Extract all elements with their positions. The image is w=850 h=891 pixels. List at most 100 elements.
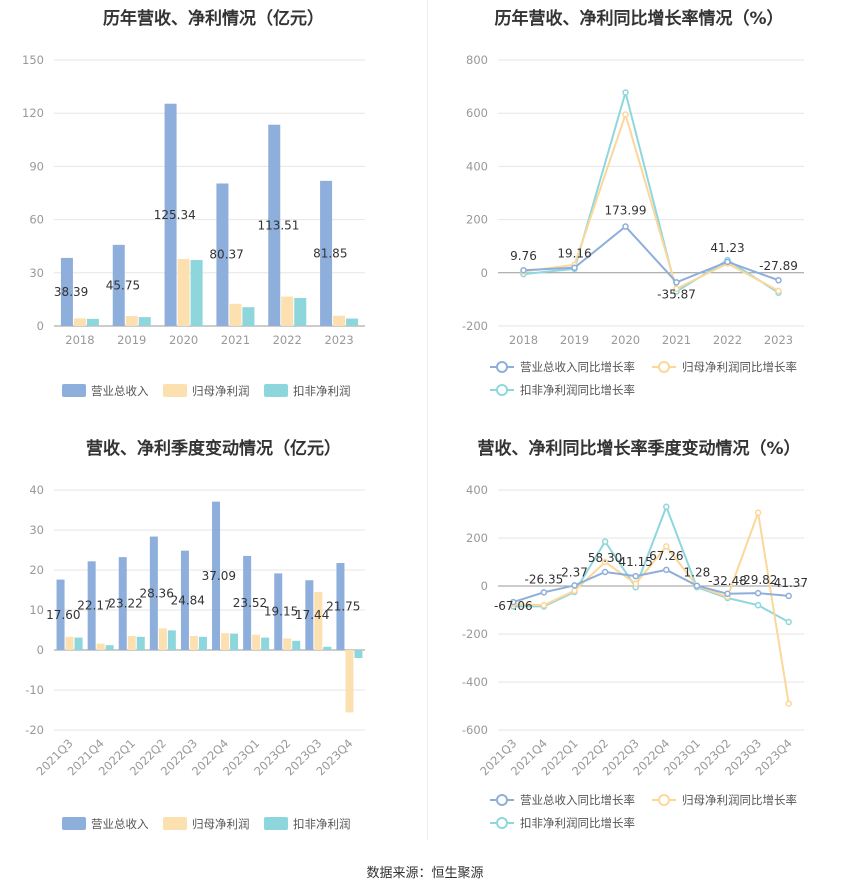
- chart-title: 历年营收、净利同比增长率情况（%）: [494, 9, 784, 29]
- y-tick-label: 200: [466, 213, 488, 227]
- data-point: [785, 618, 792, 626]
- bar: [86, 318, 99, 326]
- bar: [105, 645, 114, 650]
- legend-label: 扣非净利润同比增长率: [520, 383, 635, 397]
- legend-label: 营业总收入: [91, 817, 149, 831]
- data-label: 81.85: [313, 246, 347, 260]
- data-point: [724, 590, 731, 598]
- bar: [74, 637, 83, 650]
- legend-marker: [496, 794, 508, 806]
- data-point: [724, 258, 731, 266]
- y-tick-label: 40: [29, 483, 44, 497]
- legend-label: 归母净利润: [192, 384, 250, 398]
- data-label: 37.09: [202, 569, 236, 583]
- data-point: [663, 566, 670, 574]
- bar: [190, 260, 203, 326]
- data-label: -67.06: [494, 599, 533, 613]
- legend-label: 扣非净利润: [293, 384, 351, 398]
- bar: [346, 318, 359, 326]
- annual-bar-chart: 0 30 60 90 120 150 38.39 45.75 125.34 80.37 113.51…: [22, 53, 365, 398]
- data-label: -27.89: [759, 259, 798, 273]
- data-label: 23.22: [108, 597, 142, 611]
- legend-marker: [658, 794, 670, 806]
- x-tick-label: 2018: [509, 333, 538, 347]
- bar: [274, 573, 283, 650]
- legend-swatch: [62, 817, 86, 830]
- y-tick-label: 0: [481, 579, 488, 593]
- bar: [65, 636, 74, 650]
- bar: [73, 318, 86, 326]
- quarterly-revenue-profit-panel: 营收、净利季度变动情况（亿元） -20 -10 0 10 20 30 40 17.60 22.1…: [0, 430, 427, 850]
- legend-marker: [496, 384, 508, 396]
- legend-swatch: [163, 817, 187, 830]
- data-point: [663, 503, 670, 511]
- data-label: 19.16: [557, 247, 591, 261]
- data-source: 数据来源：恒生聚源: [366, 866, 484, 881]
- data-point: [622, 223, 629, 230]
- y-tick-label: -20: [25, 723, 44, 737]
- data-point: [632, 572, 639, 580]
- data-label: 58.30: [588, 551, 622, 565]
- data-label: 80.37: [209, 248, 243, 262]
- bar: [354, 650, 363, 658]
- x-tick-label: 2019: [560, 333, 589, 347]
- data-point: [622, 111, 629, 118]
- data-label: 113.51: [257, 218, 299, 232]
- bar: [198, 636, 207, 650]
- bar: [230, 633, 239, 650]
- data-label: 41.23: [710, 241, 744, 255]
- bar: [292, 640, 301, 650]
- annual-growth-panel: 历年营收、净利同比增长率情况（%） -200 0 200 400 600 800 9.76 1…: [428, 0, 850, 410]
- x-tick-label: 2023: [764, 333, 793, 347]
- bar: [283, 638, 292, 650]
- data-label: -29.82: [739, 573, 778, 587]
- y-tick-label: 0: [37, 643, 44, 657]
- data-label: 17.60: [46, 608, 80, 622]
- data-label: 24.84: [171, 593, 205, 607]
- data-point: [673, 279, 680, 286]
- data-label: 41.15: [619, 555, 653, 569]
- data-point: [632, 580, 639, 587]
- y-tick-label: 400: [466, 159, 488, 173]
- y-tick-label: -10: [25, 683, 44, 697]
- data-label: 67.26: [649, 549, 683, 563]
- chart-title: 营收、净利同比增长率季度变动情况（%）: [477, 439, 801, 459]
- y-tick-label: 60: [29, 213, 44, 227]
- data-label: -32.48: [708, 574, 747, 588]
- legend-swatch: [163, 384, 187, 397]
- y-tick-label: -200: [462, 627, 488, 641]
- y-tick-label: 20: [29, 563, 44, 577]
- data-label: 9.76: [510, 249, 537, 263]
- legend-marker: [496, 817, 508, 829]
- data-label: 22.17: [77, 599, 111, 613]
- y-tick-label: 30: [29, 523, 44, 537]
- annual-revenue-profit-panel: 历年营收、净利情况（亿元） 0 30 60 90 120 150 38.39 45.75 125…: [0, 0, 427, 410]
- data-label: -35.87: [657, 287, 696, 301]
- bar: [180, 550, 189, 650]
- legend-label: 营业总收入同比增长率: [520, 360, 635, 374]
- bar: [229, 303, 242, 326]
- data-point: [601, 568, 609, 576]
- bar: [323, 646, 332, 650]
- bar: [136, 636, 145, 650]
- bar: [127, 636, 136, 650]
- x-tick-label: 2020: [169, 333, 198, 347]
- y-tick-label: -600: [462, 723, 488, 737]
- x-tick-label: 2020: [611, 333, 640, 347]
- y-tick-label: 0: [481, 266, 488, 280]
- legend-label: 归母净利润: [192, 817, 250, 831]
- series-line: [523, 111, 779, 292]
- bar: [164, 103, 177, 326]
- y-tick-label: 600: [466, 106, 488, 120]
- data-point: [775, 287, 782, 295]
- y-tick-label: 800: [466, 53, 488, 67]
- data-label: 23.52: [233, 596, 267, 610]
- legend-swatch: [62, 384, 86, 397]
- data-point: [622, 89, 629, 96]
- legend-label: 扣非净利润: [293, 817, 351, 831]
- bar: [221, 633, 230, 650]
- data-label: 125.34: [154, 208, 196, 222]
- bar: [314, 592, 323, 650]
- x-tick-label: 2022: [713, 333, 742, 347]
- data-point: [785, 592, 792, 600]
